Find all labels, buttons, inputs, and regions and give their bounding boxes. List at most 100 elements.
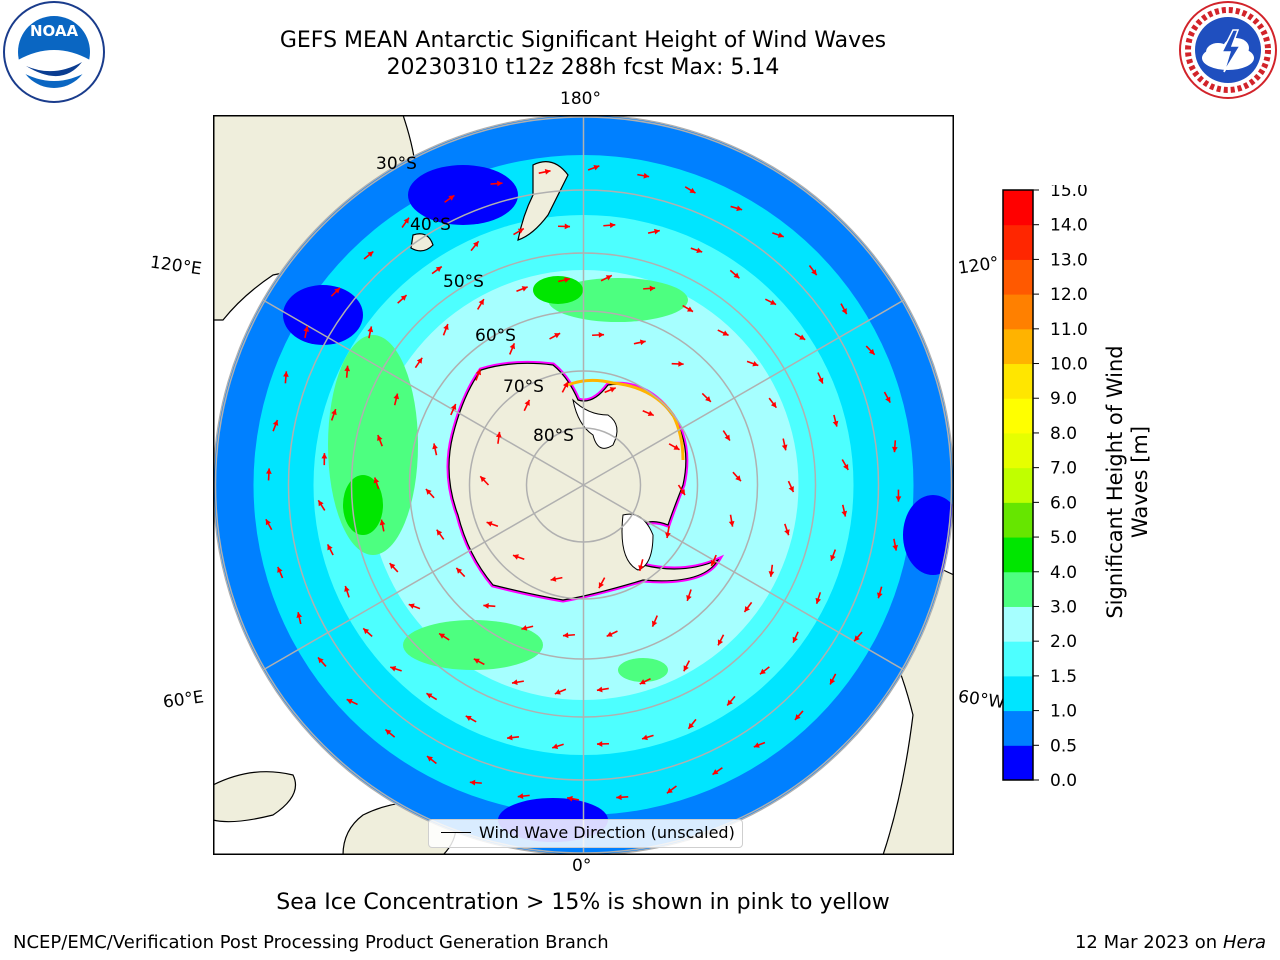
- lon-label-0: 0°: [572, 856, 592, 876]
- wind-arrow: [476, 298, 485, 310]
- wind-arrow: [829, 673, 837, 685]
- legend-line-sample: [441, 832, 471, 833]
- map-legend: Wind Wave Direction (unscaled): [428, 819, 743, 848]
- wind-arrow: [671, 361, 684, 367]
- wind-arrow: [768, 397, 778, 409]
- wind-arrow: [730, 205, 743, 212]
- wind-arrow: [379, 519, 386, 532]
- wind-arrow: [566, 795, 580, 802]
- wind-arrow: [475, 368, 482, 381]
- colorbar-tick-label: 7.0: [1050, 459, 1077, 479]
- wind-arrow: [326, 543, 334, 556]
- wind-arrow: [521, 625, 534, 631]
- wind-arrow: [401, 217, 410, 228]
- wind-arrow: [506, 734, 520, 741]
- wind-arrow: [728, 514, 735, 527]
- wind-arrow: [562, 632, 575, 639]
- colorbar-tick-label: 0.0: [1050, 771, 1077, 791]
- colorbar-tick-label: 6.0: [1050, 493, 1077, 513]
- wind-arrow: [668, 443, 680, 451]
- wind-arrow: [426, 755, 437, 765]
- sea-ice-note: Sea Ice Concentration > 15% is shown in …: [276, 890, 890, 915]
- wind-arrow: [666, 785, 677, 794]
- colorbar-tick-label: 0.5: [1050, 736, 1077, 756]
- colorbar-tick-label: 14.0: [1050, 216, 1088, 236]
- wind-arrow: [516, 286, 528, 293]
- wind-arrow: [684, 186, 696, 194]
- wind-arrow: [438, 632, 450, 641]
- wind-arrow: [865, 345, 876, 356]
- footer-branch: NCEP/EMC/Verification Post Processing Pr…: [13, 932, 609, 953]
- wind-arrow: [330, 408, 337, 421]
- wind-arrow: [637, 172, 650, 179]
- colorbar-segment: [1003, 745, 1033, 781]
- wind-arrow: [513, 227, 525, 236]
- lon-label-120e: 120°E: [148, 252, 203, 280]
- wind-arrow: [729, 269, 740, 279]
- wind-arrow: [490, 180, 503, 187]
- wind-arrow: [717, 329, 729, 337]
- wind-arrow: [272, 419, 279, 432]
- colorbar-tick-label: 15.0: [1050, 185, 1088, 201]
- wind-arrow: [596, 741, 609, 747]
- wind-arrow: [792, 631, 799, 644]
- wind-arrow: [414, 357, 423, 369]
- wind-arrow: [701, 392, 712, 403]
- wind-arrow: [794, 332, 806, 341]
- wind-arrow: [561, 381, 569, 393]
- wind-arrow: [651, 615, 658, 627]
- lat-label-30s: 30°S: [376, 154, 417, 174]
- wind-arrow: [483, 602, 496, 609]
- colorbar-segment: [1003, 467, 1033, 503]
- wind-arrow: [592, 332, 605, 338]
- colorbar-segment: [1003, 294, 1033, 330]
- wind-arrow: [772, 232, 784, 238]
- wind-arrow: [883, 391, 891, 403]
- wind-arrow: [665, 526, 671, 539]
- lat-label-40s: 40°S: [410, 215, 451, 235]
- wind-arrow: [892, 538, 899, 551]
- wind-arrow: [558, 223, 571, 230]
- wind-arrow: [639, 678, 651, 685]
- colorbar-segment: [1003, 190, 1033, 226]
- wind-arrow: [726, 695, 736, 707]
- wind-arrow: [710, 554, 717, 567]
- wind-arrow: [712, 767, 723, 776]
- lat-label-70s: 70°S: [503, 377, 544, 397]
- wind-arrow: [425, 488, 435, 499]
- wind-arrow: [764, 298, 777, 306]
- wind-arrow: [303, 325, 310, 339]
- wind-arrow: [686, 589, 692, 602]
- wind-arrow: [431, 265, 443, 275]
- wind-arrow: [523, 399, 531, 412]
- wind-arrow: [470, 240, 480, 252]
- wind-arrow: [643, 285, 656, 292]
- lon-label-180: 180°: [560, 89, 601, 109]
- wind-arrow: [469, 779, 482, 786]
- footer-date: 12 Mar 2023 on Hera: [1075, 932, 1266, 953]
- wind-arrow: [265, 518, 273, 531]
- colorbar-segment: [1003, 363, 1033, 399]
- colorbar-segment: [1003, 537, 1033, 573]
- wind-arrow: [690, 247, 703, 254]
- wind-arrow: [473, 658, 485, 666]
- wind-arrow: [465, 715, 477, 723]
- wind-arrow: [330, 287, 341, 297]
- wind-arrow: [408, 603, 421, 610]
- wind-arrow: [722, 430, 731, 442]
- wind-arrow: [895, 489, 902, 502]
- colorbar-tick-label: 11.0: [1050, 320, 1088, 340]
- wind-arrow: [266, 468, 272, 481]
- colorbar-segment: [1003, 432, 1033, 469]
- wind-arrow: [877, 586, 883, 599]
- wind-arrow: [638, 559, 644, 572]
- wind-arrow: [550, 576, 563, 582]
- wind-arrow: [426, 692, 438, 701]
- wind-arrow: [794, 710, 804, 721]
- colorbar-tick-label: 10.0: [1050, 355, 1088, 375]
- colorbar-tick-label: 13.0: [1050, 250, 1088, 270]
- wind-arrow: [549, 332, 561, 340]
- wind-arrow: [432, 443, 438, 456]
- wind-arrow: [784, 523, 790, 536]
- new-zealand-land: [517, 161, 569, 241]
